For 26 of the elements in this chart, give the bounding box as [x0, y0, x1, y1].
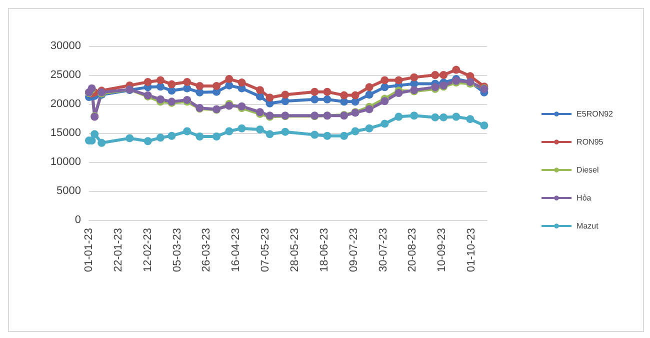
x-tick-label: 16-04-23	[230, 228, 242, 272]
y-tick-label: 20000	[50, 98, 81, 110]
x-tick-label: 26-03-23	[200, 228, 213, 272]
x-tick-label: 10-09-23	[436, 228, 448, 272]
x-tick-label: 18-06-23	[318, 228, 330, 272]
x-tick-label: 22-01-23	[112, 228, 124, 272]
legend-label: Diesel	[576, 166, 599, 174]
x-tick-label: 12-02-23	[142, 228, 154, 272]
y-tick-label: 15000	[50, 127, 81, 139]
legend-label: E5RON92	[576, 110, 614, 118]
x-tick-label: 07-05-23	[260, 228, 272, 272]
x-tick-label: 30-07-23	[377, 228, 390, 272]
x-tick-label: 09-07-23	[348, 228, 360, 272]
y-tick-label: 30000	[50, 40, 81, 52]
x-tick-label: 01-10-23	[466, 228, 478, 272]
y-tick-label: 25000	[50, 69, 81, 81]
legend-label: Mazut	[576, 222, 600, 230]
y-tick-label: 0	[74, 214, 81, 226]
legend-label: RON95	[576, 138, 604, 146]
legend-label: Hỏa	[576, 194, 592, 202]
x-tick-label: 05-03-23	[171, 228, 184, 272]
x-tick-label: 01-01-23	[83, 228, 95, 272]
y-tick-label: 5000	[56, 185, 81, 197]
y-tick-label: 10000	[50, 156, 81, 168]
x-tick-label: 20-08-23	[406, 228, 419, 272]
x-tick-label: 28-05-23	[289, 228, 302, 272]
